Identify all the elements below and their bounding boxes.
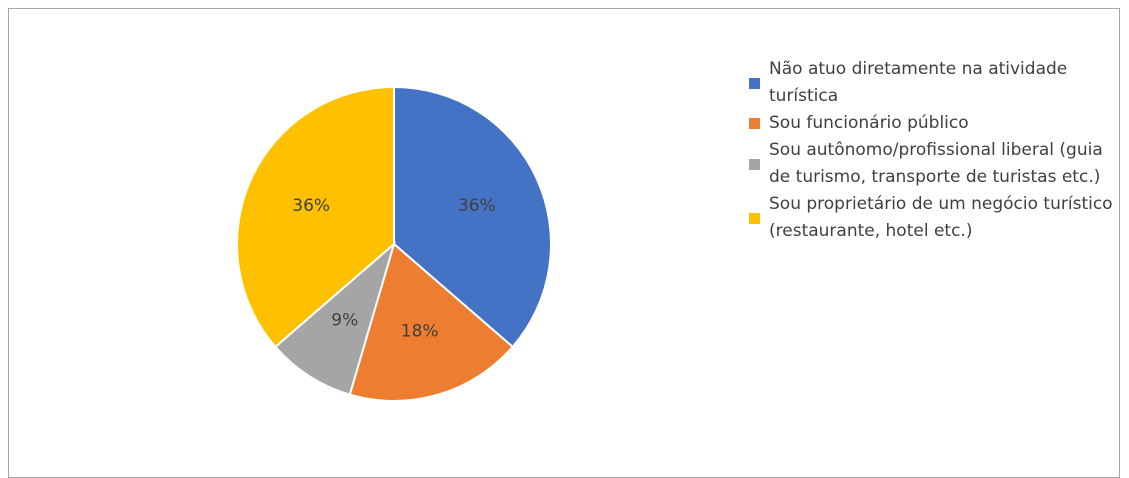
chart-area: 36% 18% 9% 36% Não atuo diretamente na ativ…	[8, 8, 1120, 478]
legend-item: Sou proprietário de um negócio turístico…	[749, 191, 1129, 245]
legend-swatch	[749, 77, 760, 89]
legend-label: Sou autônomo/profissional liberal (guia …	[769, 140, 1103, 187]
legend-label: Não atuo diretamente na atividade turíst…	[769, 59, 1068, 106]
pie-chart: 36% 18% 9% 36%	[236, 85, 552, 402]
pie-slice	[273, 241, 396, 396]
legend-swatch	[749, 212, 760, 224]
legend-item: Sou funcionário público	[749, 110, 1129, 137]
slice-data-label: 18%	[401, 321, 439, 341]
legend-swatch	[749, 118, 760, 129]
legend-item: Sou autônomo/profissional liberal (guia …	[749, 137, 1129, 191]
pie-slice	[393, 85, 552, 349]
legend-swatch	[749, 158, 760, 170]
slice-data-label: 9%	[331, 311, 358, 331]
pie-slice	[348, 242, 515, 402]
pie-slice	[236, 85, 395, 349]
legend-item: Não atuo diretamente na atividade turíst…	[749, 56, 1129, 110]
legend-label: Sou proprietário de um negócio turístico…	[769, 194, 1113, 241]
legend: Não atuo diretamente na atividade turíst…	[749, 56, 1129, 245]
slice-data-label: 36%	[292, 196, 330, 216]
legend-label: Sou funcionário público	[769, 113, 969, 133]
slice-data-label: 36%	[458, 196, 496, 216]
